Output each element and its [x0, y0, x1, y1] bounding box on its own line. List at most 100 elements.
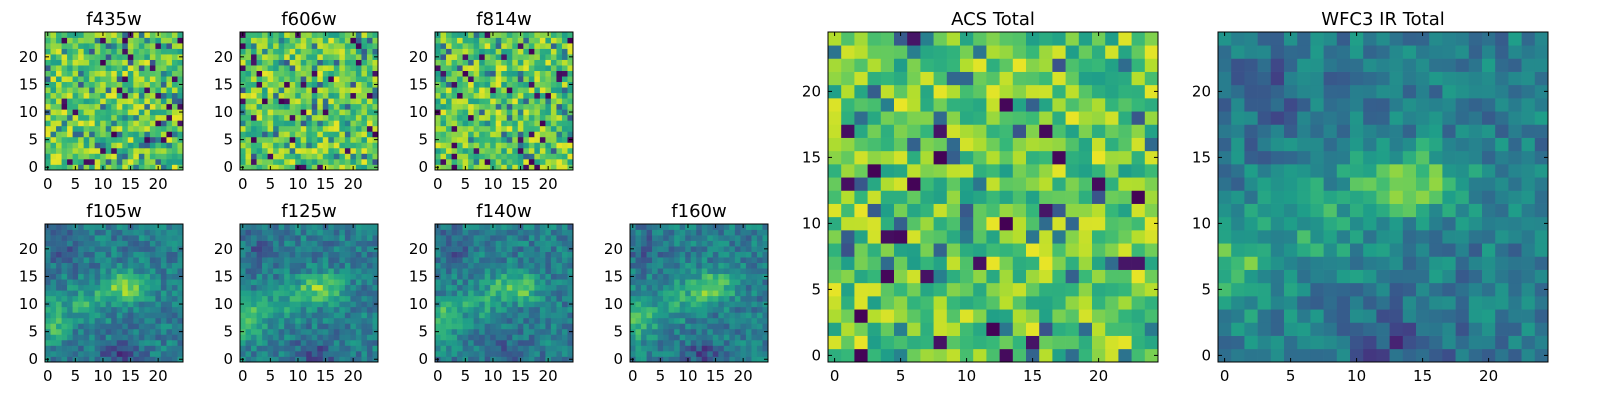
heatmap-cell — [1078, 190, 1093, 204]
heatmap-cell — [138, 147, 145, 154]
heatmap-cell — [122, 356, 129, 363]
heatmap-cell — [674, 251, 681, 258]
heatmap-cell — [1131, 230, 1146, 244]
heatmap-cell — [501, 290, 508, 297]
heatmap-cell — [355, 334, 362, 341]
heatmap-cell — [171, 356, 178, 363]
heatmap-cell — [105, 323, 112, 330]
heatmap-cell — [534, 136, 541, 143]
heatmap-cell — [501, 312, 508, 319]
heatmap-cell — [67, 279, 73, 286]
heatmap-cell — [528, 312, 535, 319]
heatmap-cell — [657, 328, 664, 335]
heatmap-cell — [155, 109, 162, 116]
heatmap-cell — [440, 295, 447, 302]
heatmap-cell — [534, 323, 541, 330]
heatmap-cell — [657, 312, 664, 319]
heatmap-cell — [122, 284, 129, 291]
heatmap-cell — [160, 65, 167, 71]
heatmap-cell — [1092, 216, 1106, 231]
heatmap-cell — [289, 153, 296, 160]
heatmap-cell — [685, 240, 692, 247]
heatmap-cell — [89, 312, 96, 319]
heatmap-cell — [122, 153, 129, 160]
heatmap-cell — [295, 246, 302, 252]
heatmap-cell — [160, 262, 167, 269]
heatmap-cell — [177, 43, 184, 49]
heatmap-cell — [284, 158, 291, 165]
heatmap-cell — [56, 317, 62, 324]
heatmap-cell — [306, 290, 313, 297]
heatmap-cell — [355, 350, 362, 357]
heatmap-cell — [462, 54, 469, 60]
heatmap-cell — [440, 229, 447, 236]
heatmap-cell — [50, 65, 57, 71]
heatmap-cell — [322, 153, 329, 160]
heatmap-cell — [83, 147, 90, 154]
heatmap-cell — [240, 103, 246, 110]
heatmap-cell — [960, 243, 974, 257]
heatmap-cell — [986, 203, 1000, 218]
heatmap-cell — [501, 317, 508, 324]
heatmap-cell — [317, 339, 324, 346]
heatmap-cell — [333, 131, 340, 138]
heatmap-cell — [751, 279, 758, 286]
heatmap-cell — [668, 295, 675, 302]
heatmap-cell — [440, 240, 447, 247]
heatmap-cell — [311, 257, 318, 263]
heatmap-cell — [652, 229, 658, 236]
heatmap-cell — [756, 339, 763, 346]
heatmap-cell — [94, 65, 101, 71]
heatmap-cell — [1092, 256, 1106, 270]
heatmap-cell — [177, 279, 184, 286]
heatmap-cell — [171, 290, 178, 297]
heatmap-cell — [1144, 322, 1159, 336]
heatmap-cell — [696, 356, 703, 363]
heatmap-cell — [539, 87, 546, 94]
heatmap-cell — [506, 273, 513, 280]
heatmap-cell — [528, 158, 535, 165]
heatmap-cell — [45, 37, 51, 44]
heatmap-cell — [630, 323, 636, 330]
heatmap-cell — [462, 350, 469, 357]
heatmap-cell — [630, 295, 636, 302]
heatmap-cell — [155, 103, 162, 110]
heatmap-cell — [495, 323, 502, 330]
heatmap-cell — [67, 164, 73, 171]
heatmap-cell — [468, 136, 474, 143]
heatmap-cell — [446, 229, 452, 236]
heatmap-cell — [45, 284, 51, 291]
heatmap-cell — [138, 158, 145, 165]
heatmap-cell — [1105, 177, 1119, 191]
heatmap-cell — [674, 312, 681, 319]
heatmap-cell — [89, 70, 96, 77]
heatmap-cell — [278, 109, 285, 116]
heatmap-cell — [284, 142, 291, 149]
heatmap-cell — [506, 136, 513, 143]
heatmap-cell — [306, 334, 313, 341]
heatmap-cell — [641, 235, 647, 241]
heatmap-cell — [322, 301, 329, 308]
heatmap-cell — [61, 153, 68, 160]
heatmap-cell — [473, 262, 480, 269]
heatmap-cell — [366, 43, 373, 49]
heatmap-cell — [528, 76, 535, 83]
heatmap-cell — [657, 246, 664, 252]
heatmap-cell — [484, 98, 491, 105]
heatmap-cell — [907, 296, 921, 310]
heatmap-cell — [440, 334, 447, 341]
heatmap-cell — [149, 142, 156, 149]
heatmap-cell — [451, 257, 458, 263]
heatmap-cell — [561, 142, 568, 149]
heatmap-cell — [240, 323, 246, 330]
heatmap-cell — [745, 268, 752, 275]
heatmap-cell — [495, 334, 502, 341]
heatmap-cell — [479, 158, 486, 165]
heatmap-cell — [333, 229, 340, 236]
heatmap-cell — [854, 269, 868, 284]
heatmap-cell — [111, 87, 118, 94]
heatmap-cell — [50, 43, 57, 49]
heatmap-cell — [61, 114, 68, 121]
heatmap-cell — [740, 312, 747, 319]
heatmap-cell — [171, 246, 178, 252]
